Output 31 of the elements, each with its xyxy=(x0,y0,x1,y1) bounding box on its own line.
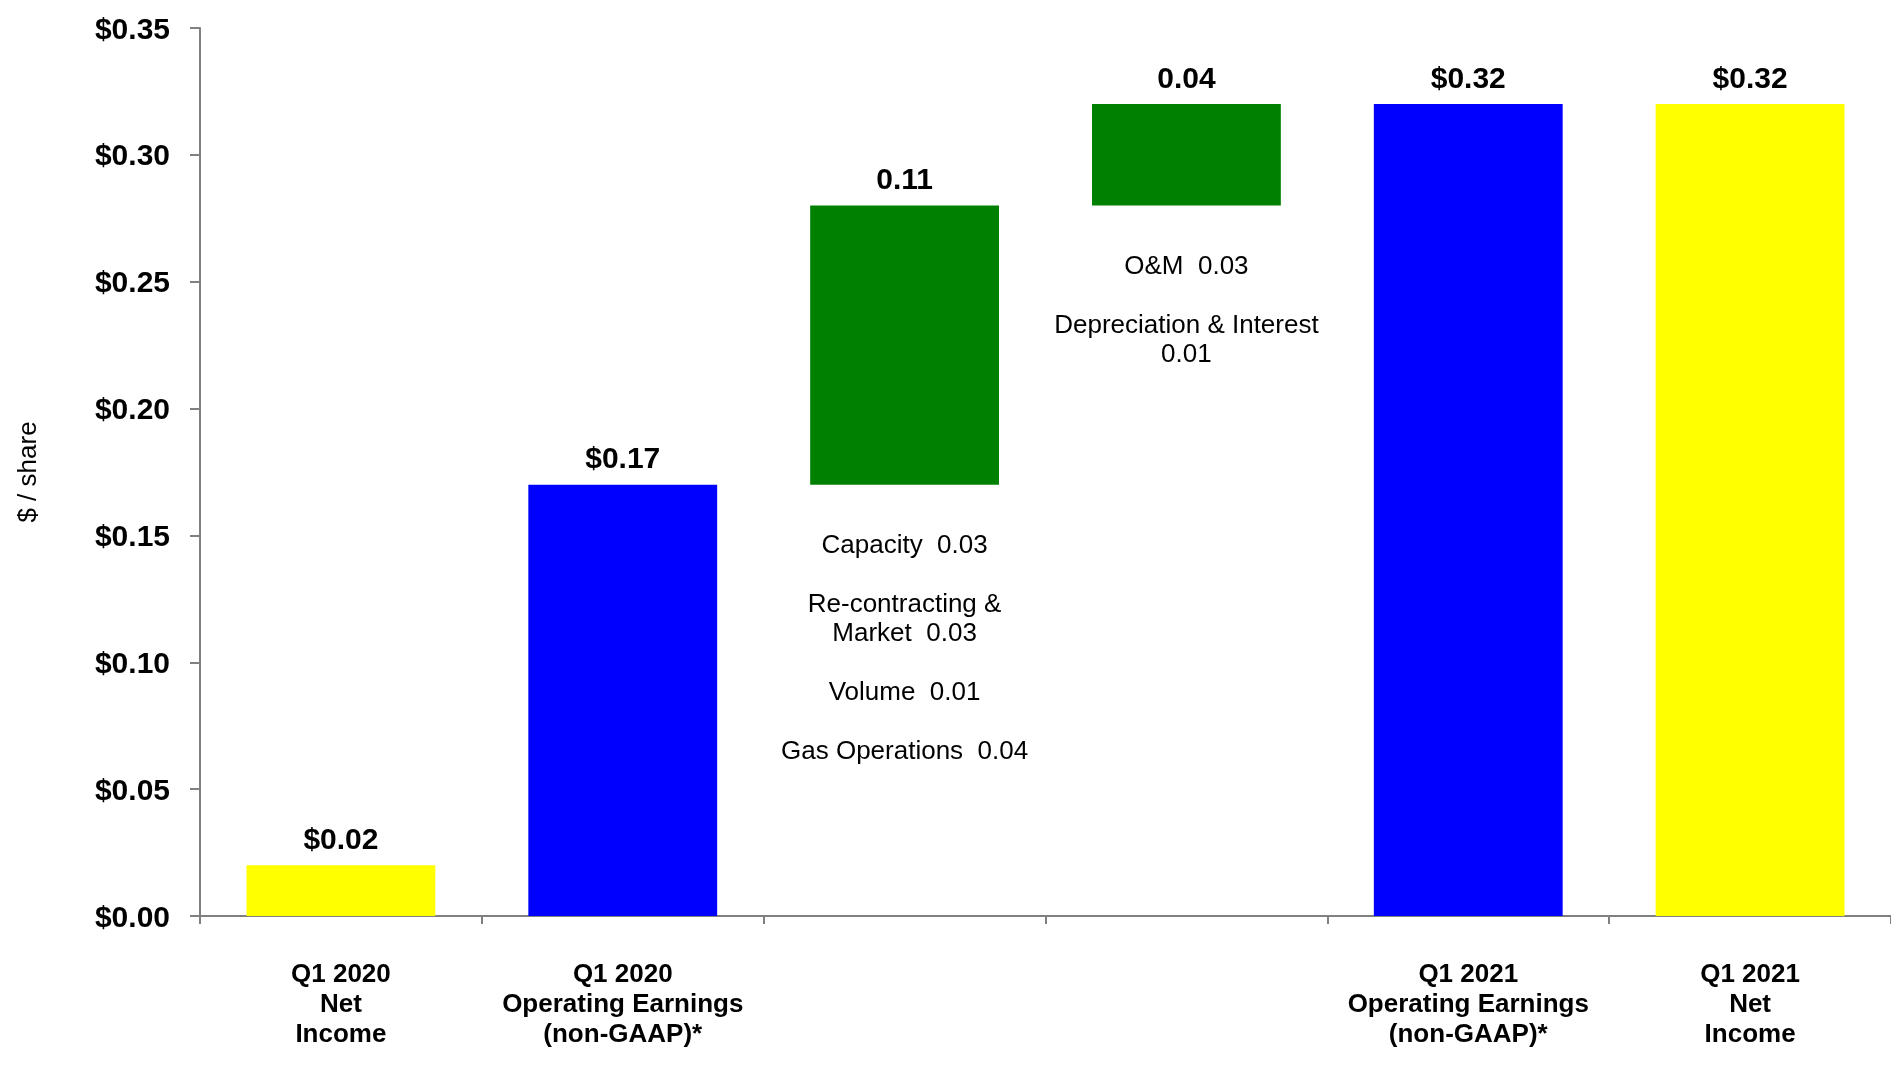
annotation: Re-contracting & Market 0.03 xyxy=(807,588,1002,648)
annotation: Capacity 0.03 xyxy=(821,529,988,560)
data-label: $0.32 xyxy=(1430,60,1506,94)
x-tick-label: Q1 2021 Operating Earnings (non-GAAP)* xyxy=(1347,958,1589,1048)
x-tick-label: Q1 2021 Net Income xyxy=(1700,958,1800,1048)
y-tick-label: $0.20 xyxy=(94,392,170,426)
bar xyxy=(246,865,436,916)
annotation: O&M 0.03 xyxy=(1124,250,1249,281)
bar xyxy=(810,205,999,485)
bar xyxy=(1092,104,1281,206)
bar xyxy=(528,484,718,916)
data-label: $0.32 xyxy=(1712,60,1788,94)
data-label: 0.04 xyxy=(1157,60,1216,94)
y-tick-label: $0.25 xyxy=(94,265,170,299)
x-tick-label: Q1 2020 Operating Earnings (non-GAAP)* xyxy=(502,958,744,1048)
y-tick-label: $0.30 xyxy=(94,138,170,172)
y-axis-title: $ / share xyxy=(12,421,42,523)
bar xyxy=(1373,104,1563,916)
data-label: $0.02 xyxy=(303,821,379,855)
y-tick-label: $0.15 xyxy=(94,518,170,552)
x-tick-label: Q1 2020 Net Income xyxy=(291,958,391,1048)
data-label: 0.11 xyxy=(876,162,933,196)
annotation: Gas Operations 0.04 xyxy=(781,735,1029,766)
y-tick-label: $0.00 xyxy=(94,899,170,933)
y-tick-label: $0.35 xyxy=(94,11,170,45)
y-tick-label: $0.10 xyxy=(94,645,170,679)
y-tick-label: $0.05 xyxy=(94,772,170,806)
data-label: $0.17 xyxy=(585,441,661,475)
annotation: Volume 0.01 xyxy=(828,676,981,707)
bar xyxy=(1655,104,1845,916)
annotation: Depreciation & Interest 0.01 xyxy=(1054,309,1320,369)
